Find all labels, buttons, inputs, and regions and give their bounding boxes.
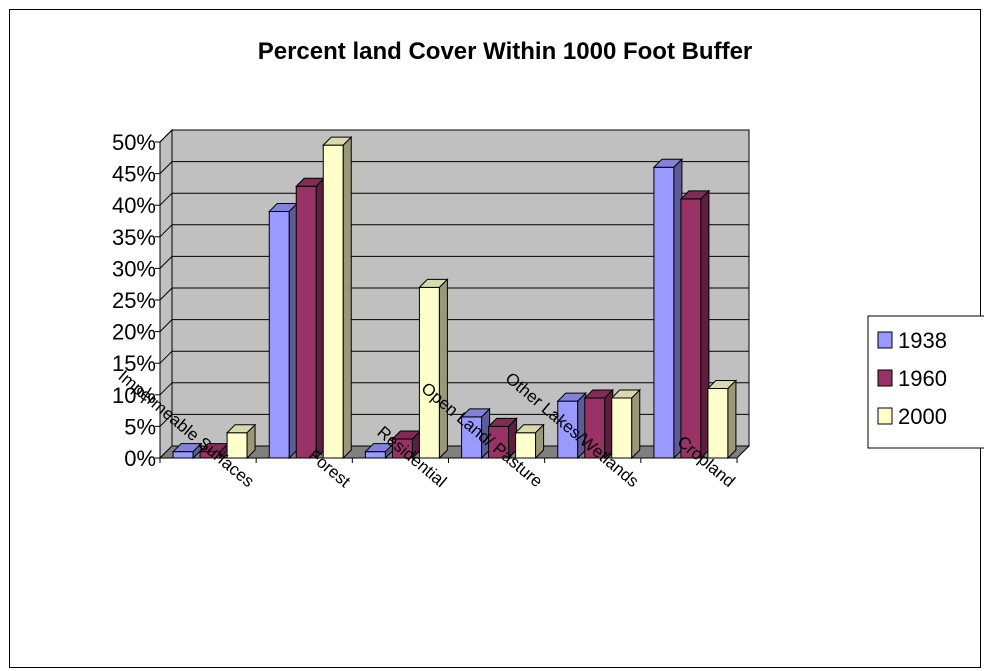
- y-tick-label: 40%: [112, 193, 156, 218]
- legend-swatch: [877, 331, 893, 349]
- bar-1938: [268, 202, 299, 460]
- gridline-side: [159, 129, 173, 143]
- bar-1960: [391, 429, 422, 460]
- bar-front: [322, 144, 344, 459]
- gridline-side: [159, 382, 173, 396]
- bar-side: [727, 379, 737, 460]
- bar-1960: [487, 417, 518, 460]
- bar-side: [342, 135, 352, 460]
- bar-front: [268, 211, 290, 459]
- bar-front: [680, 198, 702, 459]
- bar-1960: [583, 388, 614, 460]
- gridline-side: [159, 192, 173, 206]
- y-tick-label: 20%: [112, 320, 156, 345]
- bar-1960: [679, 189, 711, 460]
- bar-1938: [460, 407, 491, 460]
- legend: 1938 1960 2000: [867, 315, 984, 449]
- legend-label: 2000: [898, 404, 947, 429]
- y-tick-label: 15%: [112, 351, 156, 376]
- legend-swatch: [877, 407, 893, 425]
- y-tick-label: 5%: [124, 414, 156, 439]
- bar-2000: [418, 278, 449, 460]
- y-tick-label: 25%: [112, 288, 156, 313]
- bar-front: [707, 387, 729, 459]
- gridline-side: [159, 414, 173, 427]
- gridline-side: [159, 161, 173, 174]
- bar-front: [364, 451, 386, 459]
- chart-title: Percent land Cover Within 1000 Foot Buff…: [257, 38, 753, 65]
- bar-1938: [652, 158, 684, 460]
- legend-label: 1938: [898, 328, 947, 353]
- bar-side: [246, 423, 256, 460]
- y-axis: 0% 5% 10% 15% 20% 25% 30% 35% 40% 45% 50%: [112, 130, 161, 471]
- y-tick-label: 50%: [112, 130, 156, 155]
- gridline-side: [159, 350, 173, 364]
- bar-1938: [556, 391, 587, 460]
- bar-side: [631, 388, 641, 460]
- bar-front: [418, 286, 440, 459]
- y-tick-label: 35%: [112, 225, 156, 250]
- bar-front: [172, 451, 194, 459]
- bar-front: [611, 397, 633, 459]
- bar-front: [653, 166, 675, 459]
- bar-2000: [610, 388, 641, 460]
- gridlines: [159, 129, 749, 427]
- bar-2000: [225, 423, 257, 460]
- bar-front: [295, 185, 317, 459]
- gridline-side: [159, 256, 173, 269]
- bar-1938: [171, 442, 203, 460]
- y-tick-label: 10%: [112, 383, 156, 408]
- bar-1938: [364, 442, 395, 460]
- gridline-side: [159, 224, 173, 238]
- bar-1960: [198, 442, 230, 460]
- legend-swatch: [877, 369, 893, 387]
- gridline-side: [159, 287, 173, 301]
- bar-2000: [322, 135, 353, 460]
- bar-side: [535, 423, 545, 460]
- bars: [171, 135, 738, 460]
- y-tick-label: 0%: [124, 446, 156, 471]
- y-tick-label: 45%: [112, 162, 156, 187]
- bar-side: [438, 278, 448, 460]
- y-tick-label: 30%: [112, 256, 156, 281]
- bar-1960: [295, 177, 326, 460]
- gridline-side: [159, 319, 173, 332]
- legend-label: 1960: [898, 366, 947, 391]
- bar-2000: [706, 379, 738, 460]
